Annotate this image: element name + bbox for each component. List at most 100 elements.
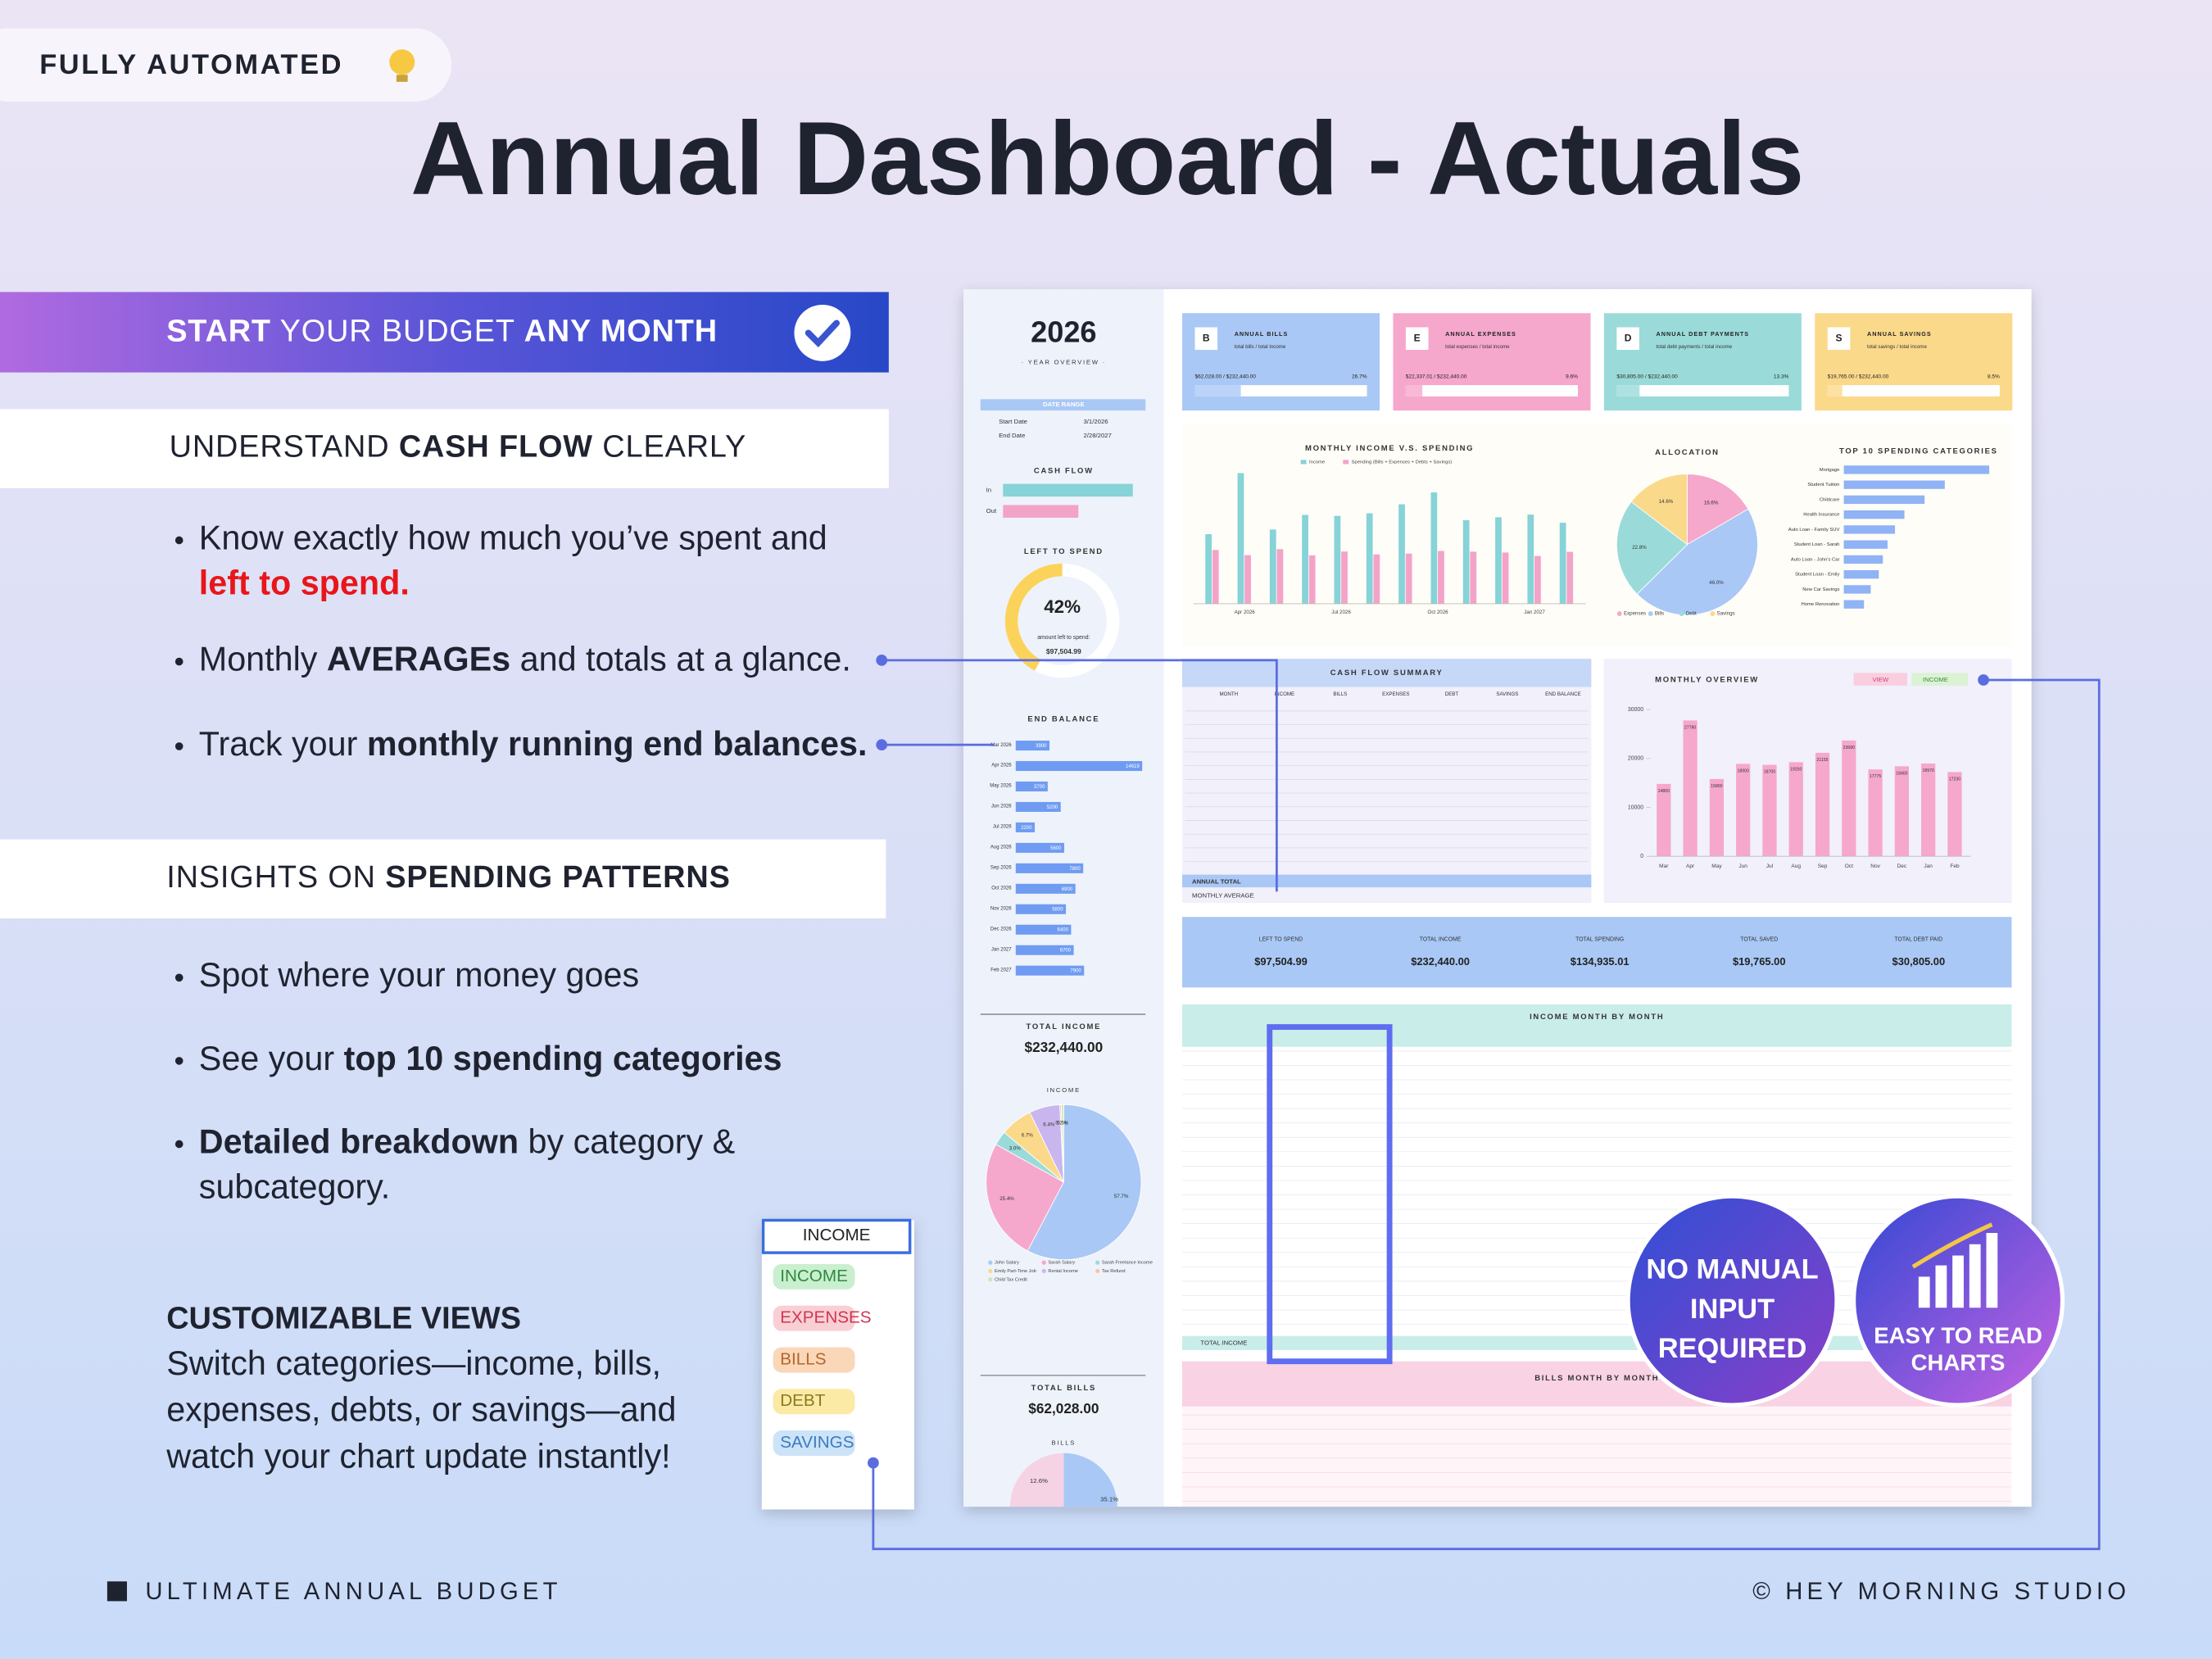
category-label: Student Loan - Sarah [1794, 542, 1840, 547]
summary-value: $97,504.99 [1254, 955, 1308, 968]
badge-line: NO MANUAL [1646, 1254, 1818, 1285]
summary-label: TOTAL SAVED [1740, 937, 1778, 943]
bar [1566, 551, 1574, 604]
card-letter-box [1616, 327, 1639, 351]
card-percent: 9.6% [1566, 374, 1578, 379]
card-percent: 8.5% [1988, 374, 2000, 379]
bar [1237, 473, 1244, 604]
connector-dots [867, 654, 1989, 1469]
icon-bar [1952, 1255, 1964, 1308]
legend-label: Bills [1655, 611, 1664, 617]
bar [1015, 842, 1064, 853]
pie-label: 14.6% [1659, 499, 1674, 505]
category-label: Health Insurance [1803, 513, 1839, 518]
summary-band [1181, 917, 2012, 988]
ivs-title: MONTHLY INCOME V.S. SPENDING [1305, 444, 1474, 453]
bar [1015, 822, 1036, 832]
x-tick-label: Jul 2026 [1331, 610, 1351, 615]
x-tick-label: Jan [1924, 863, 1933, 869]
cfs-total: MONTHLY AVERAGE [1192, 891, 1254, 899]
progress-fill [1194, 385, 1241, 397]
dropdown-item[interactable] [773, 1347, 855, 1373]
icon-arrow [1911, 1222, 1993, 1269]
icon-bar [1969, 1244, 1981, 1308]
bar [1843, 540, 1888, 549]
bullet-text: See your top 10 spending categories [199, 1040, 782, 1077]
dropdown-item[interactable] [773, 1263, 855, 1290]
custom-line: expenses, debts, or savings—and [166, 1391, 676, 1429]
banner-part: START [166, 314, 271, 348]
value-label: 18900 [1737, 768, 1748, 773]
connector [882, 659, 1278, 892]
pie-slice [1616, 501, 1688, 595]
pie-label: 0.5% [1057, 1120, 1069, 1126]
value-label: 27780 [1684, 725, 1696, 730]
income-pie-title: INCOME [1047, 1086, 1081, 1094]
category-label: Student Loan - Emily [1795, 573, 1839, 578]
bar [1894, 766, 1909, 857]
bar [1269, 529, 1276, 604]
date-value: 3/1/2026 [1083, 418, 1108, 425]
legend-label: Spending (Bills + Expenses + Debts + Sav… [1352, 460, 1453, 465]
bar [1815, 752, 1830, 857]
bar [1502, 552, 1509, 604]
bullet-part: Monthly [199, 641, 327, 678]
bar [1405, 553, 1412, 604]
column-header: BILLS [1333, 691, 1347, 697]
value-label: 19250 [1790, 767, 1802, 772]
legend-swatch [1041, 1260, 1046, 1265]
cf-label: In [986, 486, 991, 493]
bullet [175, 1057, 184, 1065]
legend-swatch [1648, 611, 1653, 616]
bulb-icon [389, 49, 415, 75]
pie-label: 46.0% [1709, 580, 1724, 586]
bullet [175, 973, 184, 982]
legend-label: Rental Income [1048, 1269, 1078, 1274]
end-balance-title: END BALANCE [1027, 715, 1099, 724]
column-header: DEBT [1445, 691, 1459, 697]
value-label: 18400 [1896, 771, 1907, 776]
bar [1205, 534, 1213, 604]
bar [1302, 514, 1308, 604]
summary-value: $134,935.01 [1571, 955, 1630, 968]
donut-arc [1004, 563, 1063, 671]
pie-slice [1060, 1104, 1064, 1182]
summary-value: $30,805.00 [1892, 955, 1946, 968]
dropdown-item-text: SAVINGS [780, 1433, 854, 1452]
dropdown-item[interactable] [773, 1389, 855, 1415]
card-value: $62,028.00 / $232,440.00 [1194, 374, 1256, 379]
bar [1373, 554, 1380, 604]
mo-select[interactable] [1911, 673, 1969, 686]
top10-title: TOP 10 SPENDING CATEGORIES [1839, 447, 1998, 456]
card-title: ANNUAL DEBT PAYMENTS [1657, 330, 1750, 338]
icon-bar [1935, 1265, 1947, 1308]
bar [1842, 740, 1856, 857]
badge-pill [0, 28, 452, 102]
badge-line: EASY TO READ [1874, 1323, 2042, 1349]
pie-slice [1630, 474, 1688, 546]
dropdown-item[interactable] [773, 1430, 855, 1457]
bar [1788, 762, 1803, 857]
pie-label: 6.4% [1043, 1122, 1055, 1128]
cfs-title: CASH FLOW SUMMARY [1330, 669, 1444, 678]
dropdown-header [761, 1218, 912, 1254]
card-letter-box [1194, 327, 1218, 351]
bar [1843, 495, 1925, 505]
bar [1015, 883, 1076, 894]
bar [1843, 510, 1905, 519]
bullet-text: Track your monthly running end balances. [199, 725, 868, 763]
eb-label: Oct 2026 [991, 886, 1012, 891]
dot [876, 739, 888, 751]
category-label: Home Renovation [1802, 602, 1840, 607]
bullet [175, 536, 184, 545]
card-title: ANNUAL SAVINGS [1867, 330, 1932, 338]
bar [1762, 764, 1777, 857]
banner-part: YOUR BUDGET [271, 314, 524, 348]
card-value: $22,337.01 / $232,440.00 [1406, 374, 1467, 379]
cf-label: Out [986, 507, 997, 514]
left-amount: $97,504.99 [1046, 647, 1081, 655]
dropdown-item[interactable] [773, 1305, 855, 1331]
summary-label: TOTAL INCOME [1420, 937, 1462, 943]
bullet-text: Monthly AVERAGEs and totals at a glance. [199, 641, 851, 678]
bar [1212, 550, 1219, 604]
